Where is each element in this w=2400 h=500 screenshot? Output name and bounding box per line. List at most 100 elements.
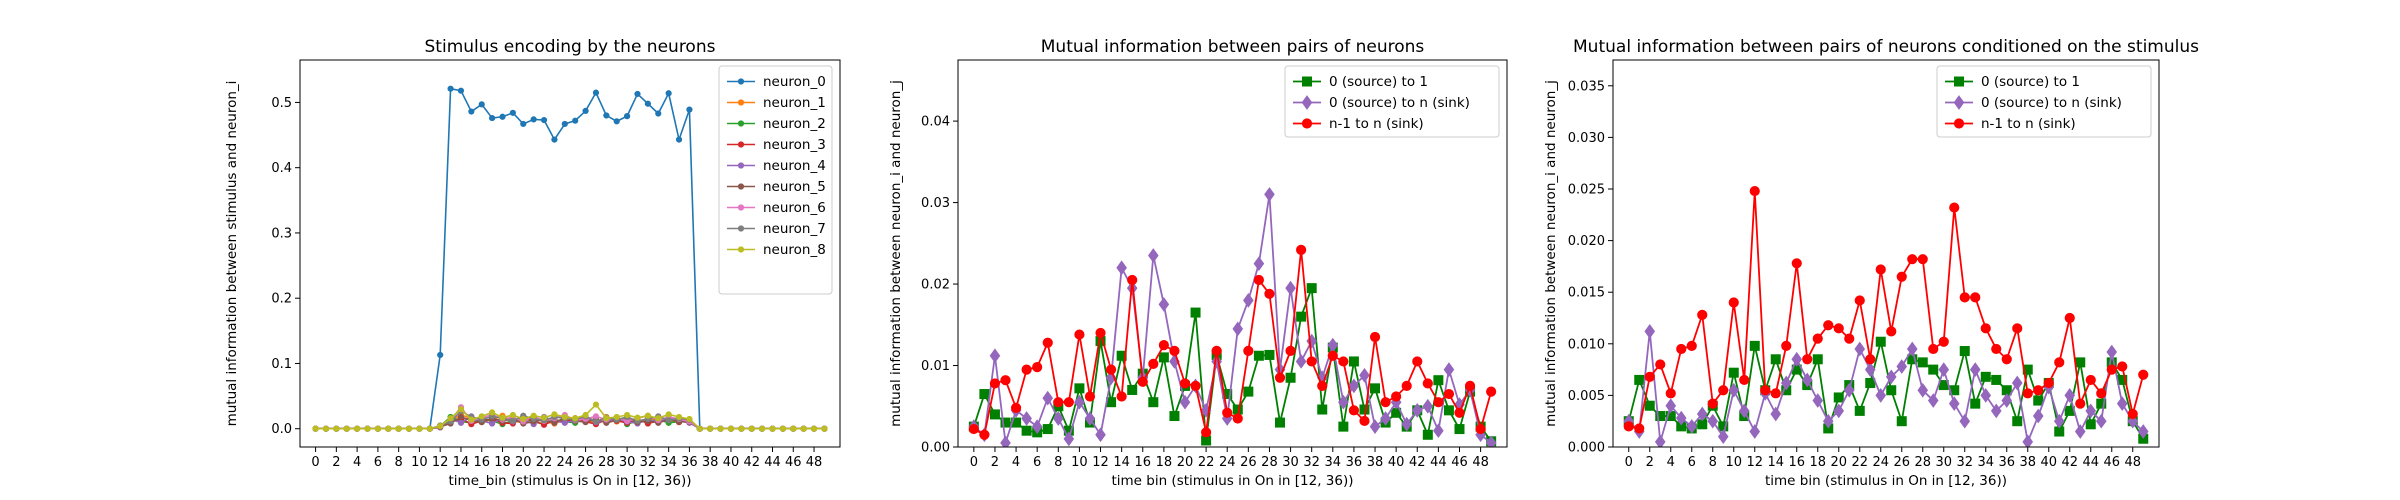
data-point [1296, 311, 1307, 322]
axes-frame [1612, 59, 2160, 448]
data-point [437, 423, 444, 430]
y-tick-label: 0.04 [921, 115, 950, 130]
plot-area [312, 85, 828, 432]
x-tick-label: 22 [1851, 455, 1868, 470]
data-point [2043, 377, 2054, 389]
data-point [979, 429, 990, 440]
x-tick-label: 38 [702, 455, 719, 470]
x-tick-label: 48 [806, 455, 823, 470]
data-point [322, 425, 330, 432]
data-point [1644, 371, 1655, 382]
legend-marker [1302, 76, 1312, 87]
data-point [2022, 388, 2033, 399]
data-point [634, 414, 641, 421]
x-tick-label: 10 [1725, 455, 1742, 470]
data-point [707, 425, 714, 432]
data-point [1317, 404, 1328, 415]
x-tick-label: 18 [494, 455, 511, 470]
x-tick-label: 32 [640, 455, 657, 470]
legend-label: neuron_5 [763, 179, 826, 195]
data-point [1770, 406, 1782, 422]
x-tick-label: 42 [743, 455, 760, 470]
data-point [1833, 403, 1845, 419]
x-tick-label: 18 [1156, 455, 1173, 470]
data-point [1738, 403, 1750, 419]
data-point [1454, 424, 1465, 435]
data-point [1010, 402, 1022, 413]
legend-marker [1953, 118, 1965, 129]
data-point [2085, 403, 2097, 419]
data-point [2012, 323, 2023, 334]
x-tick-label: 38 [2019, 455, 2036, 470]
legend-label: neuron_1 [763, 95, 826, 111]
data-point [675, 413, 683, 421]
data-point [979, 389, 990, 400]
data-point [2064, 312, 2075, 324]
data-point [592, 418, 600, 425]
data-point [1686, 419, 1698, 434]
data-point [1095, 327, 1106, 339]
data-point [1728, 382, 1740, 398]
data-point [509, 417, 516, 424]
series-line [315, 403, 825, 430]
y-tick-label: 0.010 [1568, 337, 1605, 352]
legend-label: n-1 to n (sink) [1329, 116, 1424, 132]
data-point [1084, 391, 1096, 402]
x-tick-label: 22 [536, 455, 553, 470]
data-point [2127, 413, 2139, 429]
x-tick-label: 14 [1767, 455, 1784, 470]
data-point [1991, 374, 2002, 385]
data-point [1833, 323, 1844, 334]
data-point [1179, 378, 1191, 389]
x-tick-label: 10 [411, 455, 428, 470]
y-tick-label: 0.1 [271, 357, 292, 372]
data-point [1781, 340, 1792, 351]
data-point [1169, 411, 1180, 422]
data-point [364, 425, 371, 432]
data-point [1896, 359, 1908, 374]
data-point [810, 425, 818, 432]
chart-2: Mutual information between pairs of neur… [888, 37, 1508, 489]
data-point [1127, 274, 1138, 286]
data-point [1739, 374, 1750, 386]
data-point [1485, 435, 1497, 447]
data-point [717, 425, 724, 432]
data-point [478, 413, 485, 420]
x-tick-label: 28 [598, 455, 615, 470]
data-point [1116, 260, 1127, 276]
data-point [1823, 320, 1834, 331]
x-tick-label: 44 [1430, 455, 1447, 470]
data-point [800, 425, 807, 432]
x-axis-label: time_bin (stimulus is On in [12, 36)) [449, 473, 692, 489]
data-point [821, 425, 828, 432]
legend-label: 0 (source) to n (sink) [1329, 95, 1470, 111]
legend-entry: neuron_2 [727, 116, 826, 132]
data-point [1433, 375, 1444, 386]
data-point [1169, 345, 1180, 356]
data-point [1707, 398, 1718, 409]
data-point [748, 425, 755, 432]
data-point [1917, 254, 1928, 265]
x-tick-label: 8 [1709, 455, 1717, 470]
data-point [1833, 392, 1844, 403]
data-point [1927, 393, 1939, 408]
data-point [1928, 364, 1939, 375]
data-point [1222, 407, 1233, 418]
legend-entry: 0 (source) to 1 [1293, 74, 1428, 90]
data-point [1948, 396, 1960, 412]
data-point [1812, 393, 1824, 408]
data-point [1348, 405, 1360, 416]
data-point [489, 114, 496, 122]
legend-entry: 0 (source) to 1 [1945, 74, 2080, 90]
data-point [468, 416, 475, 423]
data-point [1285, 345, 1296, 356]
data-point [551, 136, 558, 143]
x-tick-label: 4 [353, 455, 361, 470]
data-point [437, 351, 444, 359]
data-point [572, 117, 579, 124]
data-point [1000, 417, 1011, 428]
data-point [2075, 357, 2086, 368]
data-point [395, 425, 402, 432]
legend-label: neuron_2 [763, 116, 826, 132]
